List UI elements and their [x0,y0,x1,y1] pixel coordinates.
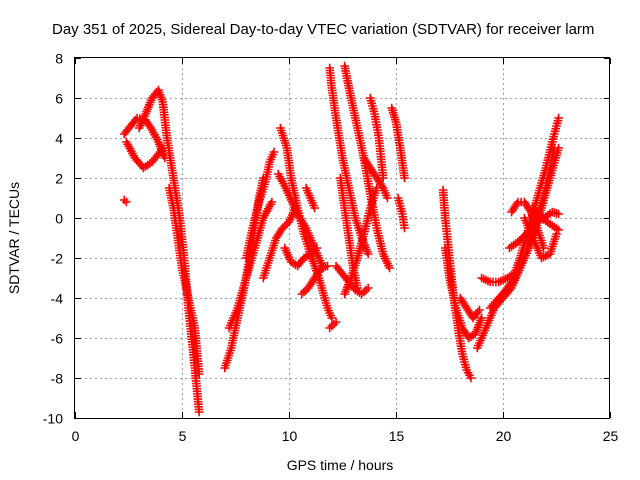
series-track-d2 [340,61,394,273]
series-track-d9 [393,193,409,233]
data-point-marker [554,225,563,235]
series-track-d4 [336,173,362,293]
x-axis-label: GPS time / hours [287,457,394,473]
series-track-d10 [325,317,341,333]
data-point-marker [323,261,332,271]
y-tick-label: 6 [55,91,63,107]
x-tick-label: 5 [179,428,187,444]
data-point-marker [477,313,486,323]
y-tick-label: -2 [51,251,64,267]
data-point-marker [475,305,484,315]
data-point-marker [194,369,204,379]
data-point-marker [400,223,409,233]
axis-ticks: 0 5 10 15 20 25 -10 -8 -6 -4 -2 0 2 4 6 8 [43,51,619,445]
series-track-c1 [276,123,337,323]
y-tick-label: -4 [51,291,64,307]
y-tick-label: 0 [55,211,63,227]
data-point-marker [554,209,563,219]
chart-title: Day 351 of 2025, Sidereal Day-to-day VTE… [52,21,594,38]
x-tick-label: 15 [389,428,405,444]
series-track-b2 [224,197,277,333]
series-track-f8 [528,203,563,235]
data-point-marker [122,197,131,207]
y-tick-label: -6 [51,331,64,347]
data-point-marker [554,143,563,153]
series-track-a5 [119,195,131,207]
series-track-d8 [387,103,409,183]
series-track-c2 [280,243,322,271]
series-track-d5 [340,183,382,299]
series-track-f4 [498,113,563,299]
plot-frame [74,57,610,419]
data-point-marker [400,173,409,183]
series-track-e3 [455,293,484,323]
y-tick-label: 8 [55,51,63,67]
x-tick-label: 0 [72,428,80,444]
data-point-marker [385,263,394,273]
data-point-marker [267,197,277,207]
y-tick-label: -8 [51,371,64,387]
y-axis-label: SDTVAR / TECUs [6,182,22,294]
data-point-marker [194,407,204,417]
series-track-a1 [119,113,170,163]
data-point-marker [331,317,341,327]
series-track-e1 [438,185,476,383]
series-track-d6 [359,153,392,203]
series-track-d7 [366,93,388,183]
series-track-a4 [164,183,204,379]
series-track-c3 [274,169,328,273]
series-track-a3 [134,85,204,417]
data-point-marker [378,173,388,183]
y-tick-label: 2 [55,171,63,187]
series-track-c4 [297,261,332,299]
data-point-marker [269,147,279,157]
data-point-marker [363,249,373,259]
data-point-marker [363,283,373,293]
y-tick-label: -10 [43,411,63,427]
data-marks [119,61,563,417]
series-track-b3 [241,147,279,263]
data-point-marker [353,283,362,293]
x-tick-label: 10 [282,428,298,444]
y-tick-label: 4 [55,131,63,147]
data-point-marker [327,313,337,323]
series-track-e2 [440,243,486,343]
data-point-marker [466,373,476,383]
data-point-marker [383,193,392,203]
x-tick-label: 25 [603,428,619,444]
data-point-marker [310,203,319,213]
series-track-a2 [122,137,168,173]
x-tick-label: 20 [496,428,512,444]
series-track-c5 [301,183,319,213]
series-track-f7 [520,213,561,263]
data-point-marker [554,113,563,123]
series-track-d1 [325,63,373,259]
